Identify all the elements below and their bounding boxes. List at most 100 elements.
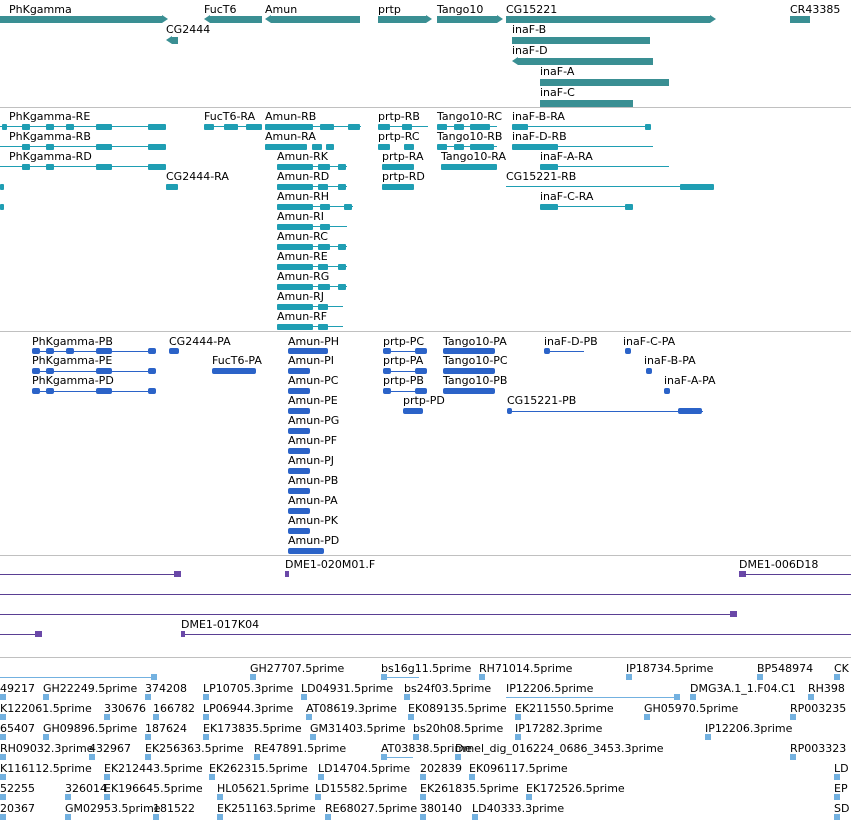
transcript-intron[interactable] [540,206,633,207]
transcript-exon[interactable] [148,144,166,150]
clone-line[interactable] [0,574,178,575]
transcript-exon[interactable] [338,264,346,270]
est-segment[interactable] [420,794,426,800]
clone-end[interactable] [739,571,746,577]
transcript-exon[interactable] [2,124,7,130]
est-segment[interactable] [43,734,49,740]
protein-segment[interactable] [46,348,54,354]
protein-segment[interactable] [46,368,54,374]
est-segment[interactable] [479,674,485,680]
protein-segment[interactable] [96,368,112,374]
protein-segment[interactable] [415,368,427,374]
transcript-exon[interactable] [312,144,322,150]
transcript-intron[interactable] [265,126,361,127]
est-segment[interactable] [469,774,475,780]
est-segment[interactable] [203,694,209,700]
transcript-exon[interactable] [277,304,313,310]
transcript-intron[interactable] [540,166,669,167]
transcript-exon[interactable] [277,324,313,330]
transcript-exon[interactable] [402,124,412,130]
protein-segment[interactable] [32,368,40,374]
est-segment[interactable] [420,774,426,780]
transcript-exon[interactable] [277,184,313,190]
transcript-exon[interactable] [277,164,313,170]
transcript-exon[interactable] [470,124,490,130]
protein-segment[interactable] [288,468,310,474]
transcript-exon[interactable] [512,124,528,130]
est-segment[interactable] [0,814,6,820]
protein-segment[interactable] [96,388,112,394]
est-segment[interactable] [217,814,223,820]
protein-segment[interactable] [507,408,512,414]
gene-bar[interactable] [437,16,497,23]
clone-end[interactable] [730,611,737,617]
transcript-exon[interactable] [645,124,651,130]
clone-end[interactable] [35,631,42,637]
protein-segment[interactable] [678,408,702,414]
transcript-intron[interactable] [512,126,650,127]
protein-segment[interactable] [544,348,550,354]
transcript-exon[interactable] [0,184,4,190]
protein-segment[interactable] [288,348,328,354]
clone-line[interactable] [181,634,851,635]
est-segment[interactable] [808,694,814,700]
transcript-exon[interactable] [338,184,346,190]
est-segment[interactable] [145,734,151,740]
est-segment[interactable] [0,734,6,740]
transcript-exon[interactable] [265,124,313,130]
protein-segment[interactable] [148,388,156,394]
est-segment[interactable] [306,714,312,720]
transcript-exon[interactable] [540,204,558,210]
transcript-exon[interactable] [344,204,352,210]
transcript-intron[interactable] [0,146,166,147]
est-segment[interactable] [325,814,331,820]
clone-end[interactable] [285,571,289,577]
est-segment[interactable] [834,674,840,680]
protein-segment[interactable] [96,348,112,354]
protein-line[interactable] [32,391,156,392]
est-segment[interactable] [0,714,6,720]
transcript-intron[interactable] [0,166,166,167]
transcript-exon[interactable] [680,184,714,190]
est-segment[interactable] [203,734,209,740]
est-segment[interactable] [153,814,159,820]
transcript-exon[interactable] [382,164,414,170]
est-segment[interactable] [420,814,426,820]
est-segment[interactable] [690,694,696,700]
gene-bar[interactable] [790,16,810,23]
protein-line[interactable] [544,351,584,352]
est-segment[interactable] [318,774,324,780]
est-segment[interactable] [472,814,478,820]
est-segment[interactable] [203,714,209,720]
transcript-exon[interactable] [320,204,330,210]
transcript-exon[interactable] [318,324,328,330]
protein-segment[interactable] [288,428,310,434]
gene-bar[interactable] [540,79,669,86]
transcript-exon[interactable] [338,284,346,290]
protein-line[interactable] [383,391,427,392]
transcript-exon[interactable] [166,184,178,190]
est-segment[interactable] [834,794,840,800]
est-segment[interactable] [0,694,6,700]
transcript-exon[interactable] [277,224,313,230]
clone-line[interactable] [0,594,851,595]
transcript-exon[interactable] [66,124,74,130]
protein-line[interactable] [32,351,156,352]
transcript-exon[interactable] [22,124,30,130]
est-segment[interactable] [834,774,840,780]
gene-bar[interactable] [271,16,360,23]
clone-line[interactable] [0,634,42,635]
est-segment[interactable] [0,754,6,760]
transcript-exon[interactable] [437,124,447,130]
gene-bar[interactable] [172,37,178,44]
transcript-exon[interactable] [96,124,112,130]
est-segment[interactable] [310,734,316,740]
transcript-exon[interactable] [320,124,334,130]
gene-bar[interactable] [518,58,653,65]
est-segment[interactable] [89,754,95,760]
transcript-exon[interactable] [437,144,447,150]
transcript-exon[interactable] [540,164,558,170]
gene-bar[interactable] [210,16,262,23]
transcript-exon[interactable] [277,264,313,270]
protein-segment[interactable] [212,368,256,374]
